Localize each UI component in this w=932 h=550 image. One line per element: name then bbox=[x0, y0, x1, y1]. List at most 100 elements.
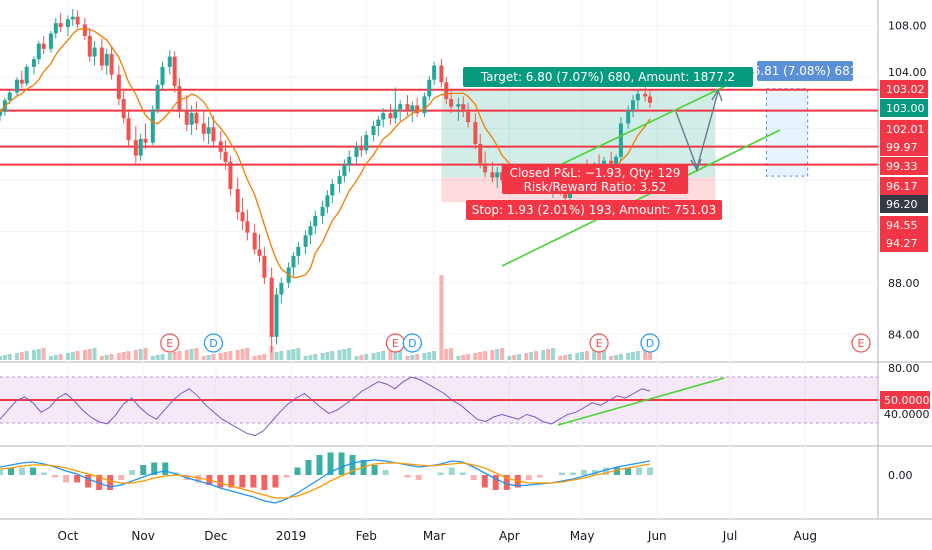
volume-bar bbox=[534, 351, 539, 360]
macd-histogram-bar bbox=[327, 452, 334, 475]
candle-body bbox=[14, 79, 19, 93]
macd-histogram-bar bbox=[195, 475, 202, 483]
volume-bar bbox=[99, 356, 104, 360]
volume-bar bbox=[7, 354, 12, 360]
volume-bar bbox=[126, 351, 131, 360]
volume-bar bbox=[104, 355, 109, 360]
price-level-label-bg bbox=[880, 120, 928, 138]
volume-bar bbox=[631, 352, 636, 360]
volume-bar bbox=[121, 352, 126, 360]
candle-body bbox=[138, 138, 143, 156]
candle-body bbox=[473, 122, 478, 144]
candle-body bbox=[466, 111, 471, 123]
candle-body bbox=[376, 119, 381, 126]
rsi-trendline bbox=[557, 377, 725, 426]
risk-reward-label: Risk/Reward Ratio: 3.52 bbox=[524, 180, 667, 194]
volume-bar bbox=[601, 348, 606, 360]
candle-body bbox=[393, 109, 398, 119]
time-axis-label: Apr bbox=[499, 529, 520, 543]
volume-bar bbox=[388, 350, 393, 360]
macd-histogram-bar bbox=[492, 475, 499, 490]
macd-histogram-bar bbox=[338, 452, 345, 475]
target-zone bbox=[441, 90, 716, 178]
candle-body bbox=[279, 282, 284, 295]
candle-body bbox=[160, 66, 165, 85]
macd-histogram-bar bbox=[118, 475, 125, 480]
volume-bar bbox=[274, 352, 279, 360]
candle-body bbox=[150, 109, 155, 143]
event-marker-label: D bbox=[408, 337, 416, 350]
macd-histogram-bar bbox=[41, 472, 48, 475]
volume-bar bbox=[337, 350, 342, 360]
macd-histogram-bar bbox=[272, 475, 279, 488]
macd-histogram-bar bbox=[261, 475, 268, 490]
price-level-label-bg bbox=[880, 177, 928, 195]
volume-bar bbox=[2, 355, 7, 360]
candle-body bbox=[444, 82, 449, 99]
volume-bar bbox=[82, 350, 87, 360]
volume-bar bbox=[546, 349, 551, 360]
volume-bar bbox=[58, 354, 63, 360]
volume-bar bbox=[313, 354, 318, 360]
volume-bar bbox=[218, 353, 223, 360]
macd-histogram-bar bbox=[74, 475, 81, 483]
macd-histogram-bar bbox=[217, 475, 224, 488]
candle-body bbox=[478, 144, 483, 164]
candle-body bbox=[235, 189, 240, 213]
rsi-axis-tick: 80.00 bbox=[888, 362, 920, 375]
candle-body bbox=[648, 96, 653, 103]
volume-bar bbox=[235, 350, 240, 360]
macd-histogram-bar bbox=[404, 475, 411, 478]
candle-body bbox=[337, 176, 342, 184]
macd-histogram-bar bbox=[305, 460, 312, 475]
candle-body bbox=[490, 172, 495, 178]
volume-bar bbox=[24, 351, 29, 360]
macd-histogram-bar bbox=[162, 462, 169, 475]
price-level-label: 99.33 bbox=[886, 160, 918, 173]
time-axis-label: Jul bbox=[722, 529, 737, 543]
volume-bar bbox=[138, 349, 143, 360]
macd-histogram-bar bbox=[250, 475, 257, 488]
macd-histogram-bar bbox=[647, 467, 654, 475]
volume-bar bbox=[150, 356, 155, 360]
macd-histogram-bar bbox=[558, 472, 565, 475]
volume-bar bbox=[87, 349, 92, 360]
volume-bar bbox=[286, 350, 291, 360]
candle-body bbox=[0, 111, 2, 116]
volume-bar bbox=[500, 348, 505, 360]
volume-bar bbox=[262, 354, 267, 360]
candle-body bbox=[626, 110, 631, 124]
volume-bar bbox=[584, 351, 589, 360]
volume-bar bbox=[116, 353, 121, 360]
volume-bar bbox=[567, 354, 572, 360]
dividend-marker bbox=[203, 333, 224, 353]
candle-body bbox=[133, 140, 138, 156]
volume-bar bbox=[269, 346, 274, 360]
stop-label-bg bbox=[466, 200, 722, 220]
candle-body bbox=[206, 127, 211, 134]
volume-bar bbox=[296, 348, 301, 360]
time-axis-label: Oct bbox=[58, 529, 79, 543]
earnings-marker bbox=[160, 333, 180, 353]
candle-body bbox=[303, 235, 308, 247]
candle-body bbox=[223, 151, 228, 162]
volume-bar bbox=[257, 355, 262, 360]
volume-bar bbox=[172, 352, 177, 360]
volume-bar bbox=[245, 348, 250, 360]
volume-bar bbox=[618, 354, 623, 360]
candle-body bbox=[252, 232, 257, 250]
volume-bar bbox=[376, 352, 381, 360]
candle-body bbox=[405, 104, 410, 111]
candle-body bbox=[449, 99, 454, 107]
volume-bar bbox=[41, 348, 46, 360]
candle-body bbox=[354, 146, 359, 157]
candle-body bbox=[609, 160, 614, 168]
volume-bar bbox=[432, 351, 437, 360]
candle-body bbox=[483, 163, 488, 173]
candle-body bbox=[398, 104, 403, 110]
candle-body bbox=[618, 123, 623, 157]
time-axis-label: Nov bbox=[131, 529, 154, 543]
stop-label: Stop: 1.93 (2.01%) 193, Amount: 751.03 bbox=[472, 203, 717, 217]
macd-histogram-bar bbox=[503, 475, 510, 490]
macd-line bbox=[0, 459, 651, 504]
